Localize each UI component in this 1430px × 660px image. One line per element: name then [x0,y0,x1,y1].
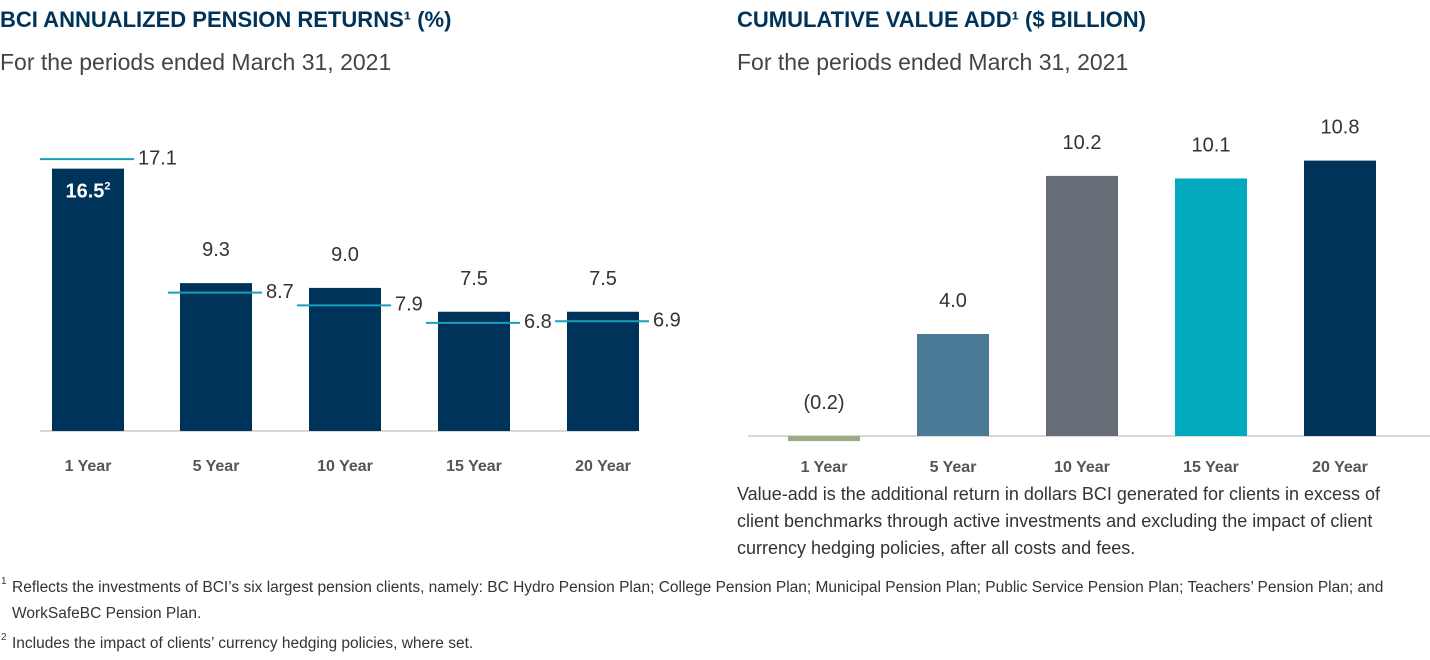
bar [438,311,510,431]
benchmark-label: 7.9 [395,294,423,316]
footnote-marker: 2 [1,632,7,643]
x-tick-label: 15 Year [446,458,502,475]
benchmark-label: 17.1 [138,147,177,169]
benchmark-label: 6.9 [653,310,681,332]
x-tick-label: 5 Year [930,459,977,476]
chart-subtitle: For the periods ended March 31, 2021 [0,49,391,75]
value-label-text: (0.2) [803,392,844,414]
value-label-text: 9.0 [331,244,359,266]
value-label: 10.8 [1321,117,1360,139]
bar [1046,175,1118,436]
value-label: 7.5 [589,268,617,290]
bar [180,283,252,431]
value-label: 10.1 [1192,135,1231,157]
x-tick-label: 5 Year [193,458,240,475]
x-tick-label: 10 Year [317,458,373,475]
charts: BCI ANNUALIZED PENSION RETURNS¹ (%) For … [0,7,1430,476]
value-label: 4.0 [939,290,967,312]
value-label: 9.3 [202,239,230,261]
bar [52,168,124,431]
value-label: 7.5 [460,268,488,290]
value-label-text: 9.3 [202,239,230,261]
chart-title: BCI ANNUALIZED PENSION RETURNS¹ (%) [0,7,451,32]
value-label-text: 10.1 [1192,135,1231,157]
value-label-text: 7.5 [589,268,617,290]
value-label-text: 7.5 [460,268,488,290]
benchmark-label: 8.7 [266,281,294,303]
x-tick-label: 20 Year [575,458,631,475]
value-label: 10.2 [1063,132,1102,154]
footnote: 1 Reflects the investments of BCI’s six l… [0,575,1430,627]
bar [1175,178,1247,436]
x-tick-label: 20 Year [1312,459,1368,476]
benchmark-label: 6.8 [524,311,552,333]
chart-note: Value-add is the additional return in do… [737,484,1381,558]
bar [309,287,381,431]
value-label-footnote: 2 [104,181,110,193]
value-label: 9.0 [331,244,359,266]
bar [567,311,639,431]
x-tick-label: 1 Year [65,458,112,475]
x-tick-label: 1 Year [801,459,848,476]
footnote-marker: 1 [1,576,7,587]
value-label-text: 10.2 [1063,132,1102,154]
value-label: 16.52 [65,181,110,203]
footnote-text: Reflects the investments of BCI’s six la… [12,579,1384,622]
value-label-text: 4.0 [939,290,967,312]
bar [917,334,989,436]
value-label: (0.2) [803,392,844,414]
value-label-text: 16.5 [65,181,104,203]
x-tick-label: 15 Year [1183,459,1239,476]
chart-subtitle: For the periods ended March 31, 2021 [737,49,1128,75]
chart-title: CUMULATIVE VALUE ADD¹ ($ BILLION) [737,7,1146,32]
bar [788,436,860,442]
footnote: 2 Includes the impact of clients’ currenc… [0,631,1430,657]
footnote-text: Includes the impact of clients’ currency… [12,635,474,652]
bar [1304,160,1376,436]
x-tick-label: 10 Year [1054,459,1110,476]
value-label-text: 10.8 [1321,117,1360,139]
